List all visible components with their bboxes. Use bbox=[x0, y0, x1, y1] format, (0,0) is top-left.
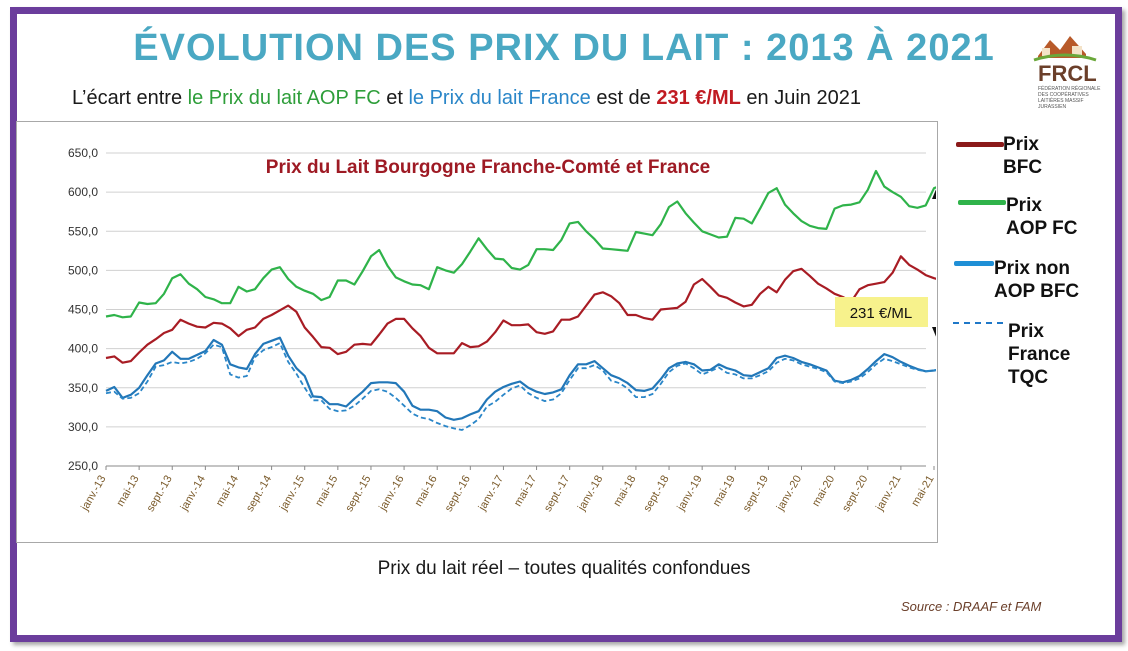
y-tick-label: 350,0 bbox=[68, 381, 98, 395]
legend-swatch bbox=[956, 142, 1004, 147]
page-title: ÉVOLUTION DES PRIX DU LAIT : 2013 À 2021 bbox=[133, 27, 995, 69]
x-tick-label: sept.-17 bbox=[542, 474, 572, 514]
footer-caption: Prix du lait réel – toutes qualités conf… bbox=[377, 558, 751, 579]
subtitle-text-2: et bbox=[380, 87, 409, 109]
x-tick-label: janv.-18 bbox=[575, 474, 605, 514]
x-tick-label: mai-13 bbox=[115, 474, 142, 509]
legend-label-line: AOP FC bbox=[1006, 218, 1078, 239]
y-tick-label: 500,0 bbox=[68, 263, 98, 277]
x-tick-label: sept.-15 bbox=[343, 474, 373, 514]
legend-label-line: France bbox=[1008, 344, 1071, 365]
gap-annotation-box bbox=[835, 297, 928, 327]
frcl-logo-icon bbox=[1033, 36, 1097, 62]
y-tick-label: 300,0 bbox=[68, 420, 98, 434]
x-tick-label: sept.-20 bbox=[840, 474, 870, 514]
x-tick-label: mai-14 bbox=[214, 474, 241, 509]
series-line-bfc bbox=[105, 255, 936, 364]
x-tick-label: mai-18 bbox=[611, 474, 638, 509]
x-tick-label: mai-17 bbox=[512, 474, 539, 509]
x-tick-label: sept.-14 bbox=[244, 474, 274, 514]
series-line-france bbox=[105, 342, 936, 431]
series-line-aop bbox=[105, 169, 936, 319]
legend-label-line: Prix non bbox=[994, 258, 1071, 279]
gap-arrow-head-up bbox=[932, 189, 936, 199]
x-tick-label: janv.-14 bbox=[178, 474, 208, 514]
subtitle-text-4: en Juin 2021 bbox=[740, 87, 861, 109]
gap-annotation-label: 231 €/ML bbox=[850, 305, 913, 322]
y-tick-label: 650,0 bbox=[68, 146, 98, 160]
x-tick-label: mai-16 bbox=[413, 474, 440, 509]
x-tick-label: janv.-13 bbox=[79, 474, 109, 514]
legend-label: Prix AOP FC bbox=[1006, 194, 1077, 240]
y-tick-label: 550,0 bbox=[68, 224, 98, 238]
legend-label-line: Prix bbox=[1008, 321, 1044, 342]
x-tick-label: mai-19 bbox=[711, 474, 738, 509]
page-subtitle: L’écart entre le Prix du lait AOP FC et … bbox=[72, 87, 861, 110]
x-tick-label: janv.-20 bbox=[774, 474, 804, 514]
x-tick-label: janv.-17 bbox=[476, 474, 506, 514]
subtitle-france-label: le Prix du lait France bbox=[408, 87, 591, 109]
source-note: Source : DRAAF et FAM bbox=[901, 599, 1042, 614]
chart-area bbox=[16, 121, 938, 543]
legend-label-line: Prix bbox=[1003, 134, 1039, 155]
series-line-nonaop bbox=[105, 336, 936, 421]
legend-label: Prix France TQC bbox=[1008, 320, 1070, 389]
gap-arrow-head-down bbox=[932, 327, 936, 337]
chart-title: Prix du Lait Bourgogne Franche-Comté et … bbox=[266, 157, 710, 178]
legend-label-line: AOP BFC bbox=[994, 281, 1080, 302]
logo-text: FRCL bbox=[1038, 61, 1097, 86]
logo-subtext: FÉDÉRATION RÉGIONALE DES COOPÉRATIVES LA… bbox=[1038, 86, 1101, 110]
legend-label-line: Prix bbox=[1006, 195, 1042, 216]
y-tick-label: 450,0 bbox=[68, 303, 98, 317]
x-tick-label: mai-21 bbox=[909, 474, 936, 509]
x-tick-label: janv.-21 bbox=[873, 474, 903, 514]
x-tick-label: janv.-16 bbox=[377, 474, 407, 514]
x-tick-label: sept.-18 bbox=[641, 474, 671, 514]
y-tick-label: 250,0 bbox=[68, 459, 98, 473]
subtitle-text-3: est de bbox=[590, 87, 657, 109]
subtitle-gap-value: 231 €/ML bbox=[656, 87, 741, 109]
legend-label-line: BFC bbox=[1003, 157, 1043, 178]
legend-swatch bbox=[953, 322, 1003, 324]
legend-swatch bbox=[954, 261, 994, 266]
legend-label: Prix non AOP BFC bbox=[994, 257, 1079, 303]
x-tick-label: janv.-19 bbox=[675, 474, 705, 514]
legend-swatch bbox=[958, 200, 1006, 205]
legend-label: Prix BFC bbox=[1003, 133, 1042, 179]
x-tick-label: mai-15 bbox=[313, 474, 340, 509]
subtitle-text-1: L’écart entre bbox=[72, 87, 188, 109]
price-line-chart: 650,0 600,0 550,0 500,0 450,0 400,0 350,0 300,0… bbox=[68, 146, 936, 514]
x-tick-label: mai-20 bbox=[810, 474, 837, 509]
subtitle-aop-label: le Prix du lait AOP FC bbox=[187, 87, 381, 109]
legend-label-line: TQC bbox=[1008, 367, 1049, 388]
x-tick-label: sept.-16 bbox=[443, 474, 473, 514]
y-tick-label: 400,0 bbox=[68, 342, 98, 356]
x-tick-label: sept.-13 bbox=[145, 474, 175, 514]
x-tick-label: sept.-19 bbox=[741, 474, 771, 514]
x-tick-label: janv.-15 bbox=[277, 474, 307, 514]
y-tick-label: 600,0 bbox=[68, 185, 98, 199]
